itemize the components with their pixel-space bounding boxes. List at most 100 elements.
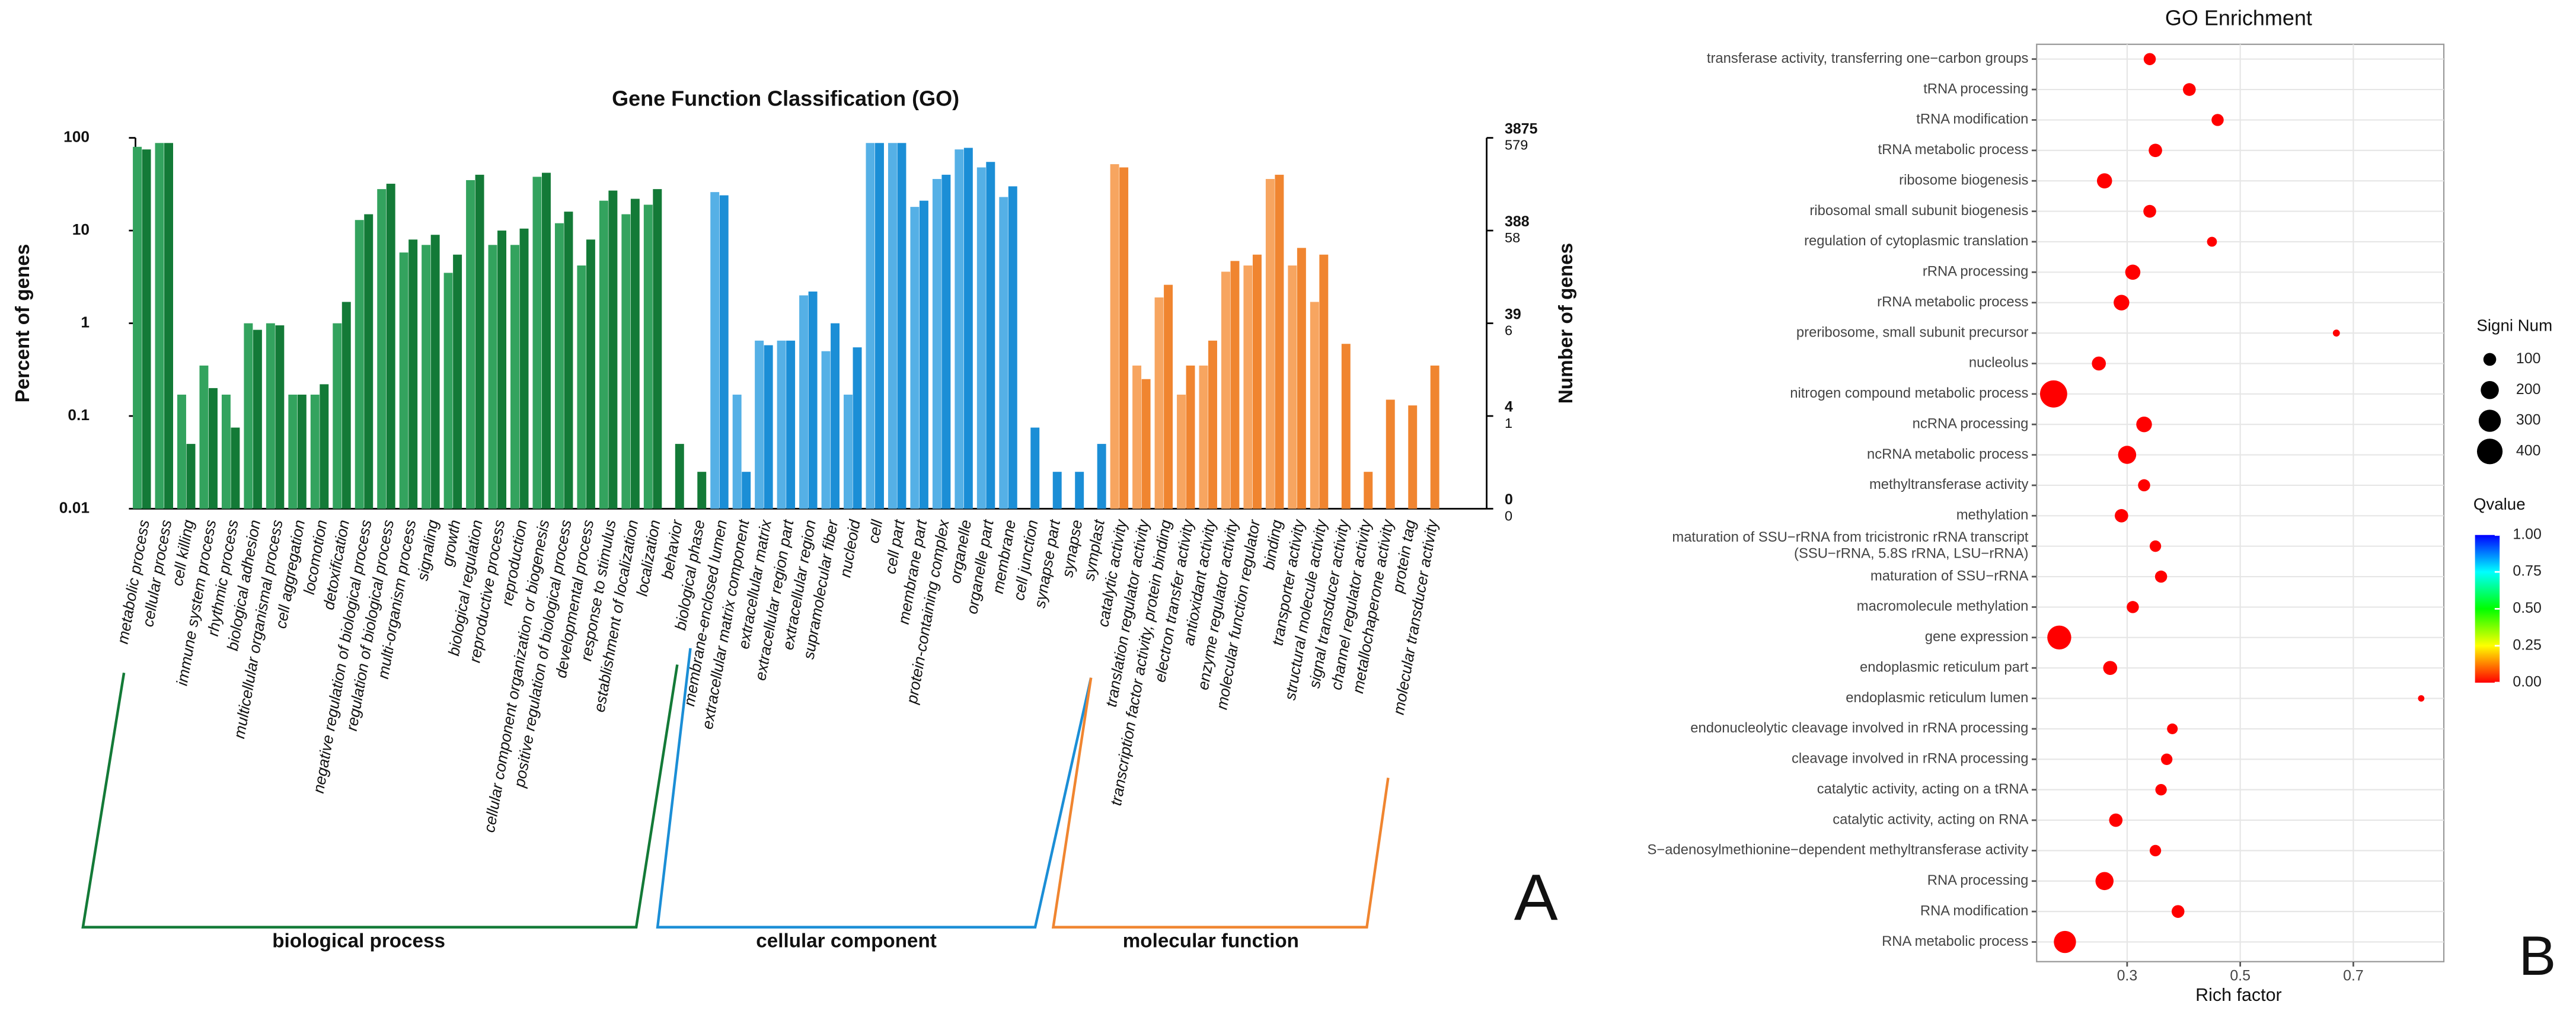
bar — [355, 220, 364, 509]
y-tick-label: rRNA metabolic process — [1877, 294, 2028, 310]
y-tick-label: nitrogen compound metabolic process — [1790, 385, 2028, 401]
x-tick-label: 0.7 — [2343, 967, 2364, 984]
y2-tick-label: 1 — [1505, 415, 1512, 431]
y2-tick-label: 3875 — [1505, 120, 1538, 137]
bar — [653, 189, 662, 509]
bar — [755, 340, 764, 509]
bar — [341, 302, 351, 509]
bar — [888, 143, 897, 509]
bar — [364, 214, 374, 509]
y-tick-label: tRNA modification — [1916, 111, 2028, 127]
bar — [1430, 365, 1439, 509]
bar — [621, 214, 631, 509]
x-tick-label: growth — [438, 519, 464, 568]
bar — [742, 472, 751, 509]
bar — [697, 472, 707, 509]
y-tick-label: regulation of cytoplasmic translation — [1804, 233, 2028, 249]
group-bracket — [656, 648, 1093, 929]
y-tick-label: tRNA metabolic process — [1878, 142, 2028, 158]
bar — [1052, 472, 1062, 509]
y-tick-label: 100 — [63, 128, 90, 146]
y2-tick-label: 58 — [1505, 230, 1520, 245]
bar — [777, 340, 786, 509]
point — [2103, 661, 2118, 676]
bar — [288, 394, 298, 509]
point — [2211, 114, 2224, 126]
y-tick-label: 0.1 — [68, 406, 90, 424]
bar — [586, 239, 595, 509]
bar — [710, 192, 720, 509]
bar — [764, 345, 773, 509]
bar — [941, 174, 951, 509]
bar — [831, 323, 840, 509]
bar — [821, 351, 831, 509]
bar — [719, 195, 729, 509]
point — [2127, 601, 2139, 613]
legend-label: 400 — [2516, 442, 2541, 459]
y-tick-label: maturation of SSU−rRNA — [1870, 568, 2029, 584]
bar — [1408, 405, 1418, 509]
bar — [244, 323, 253, 509]
bar — [386, 184, 395, 509]
bar — [1275, 174, 1284, 509]
point — [2418, 695, 2425, 702]
point — [2183, 83, 2196, 96]
bar — [1154, 297, 1164, 509]
bar — [786, 340, 796, 509]
legend-label: 200 — [2516, 381, 2541, 398]
bar — [186, 444, 196, 509]
y-tick-label: methylation — [1956, 507, 2029, 523]
bar — [408, 239, 418, 509]
bar — [799, 295, 809, 509]
bar — [1208, 340, 1217, 509]
chart-title: Gene Function Classification (GO) — [612, 86, 959, 110]
bar — [497, 231, 507, 509]
bar — [199, 365, 209, 509]
point — [2118, 446, 2137, 464]
bar — [275, 325, 285, 509]
point — [2047, 625, 2071, 650]
group-bracket — [1051, 677, 1390, 929]
point — [2039, 380, 2067, 408]
bar — [155, 143, 164, 509]
y-tick-label: RNA modification — [1920, 903, 2029, 919]
bar — [1030, 427, 1040, 509]
point — [2138, 479, 2150, 492]
bar — [643, 204, 653, 509]
y2-tick-label: 6 — [1505, 323, 1512, 338]
colorbar-label: 0.25 — [2513, 636, 2541, 653]
bar — [1075, 472, 1084, 509]
legend-size-key — [2478, 409, 2501, 432]
point — [2207, 236, 2217, 247]
x-tick-label: cell — [864, 518, 886, 545]
bar — [999, 197, 1008, 509]
y-tick-label: gene expression — [1925, 629, 2029, 645]
bar — [320, 384, 329, 509]
y-tick-label: endoplasmic reticulum part — [1860, 659, 2029, 675]
bar — [208, 388, 218, 509]
bar — [630, 199, 640, 509]
y-tick-label: 10 — [72, 220, 90, 238]
y-axis-label: Percent of genes — [12, 244, 34, 403]
bar — [1319, 254, 1329, 509]
bar — [532, 177, 542, 509]
point — [2155, 784, 2167, 796]
y-tick-label: tRNA processing — [1923, 81, 2028, 97]
bar — [1097, 444, 1106, 509]
point — [2143, 53, 2156, 65]
y-tick-label: maturation of SSU−rRNA from tricistronic… — [1672, 529, 2028, 562]
bar — [976, 167, 986, 509]
bar — [1008, 186, 1017, 509]
y-tick-label: rRNA processing — [1923, 264, 2029, 280]
bar — [1265, 179, 1275, 509]
bar — [732, 394, 742, 509]
bar — [142, 149, 151, 509]
colorbar-label: 0.75 — [2513, 563, 2541, 580]
bar — [932, 179, 941, 509]
y-tick-label: RNA processing — [1927, 872, 2029, 888]
bar — [377, 189, 387, 509]
x-tick-label: 0.3 — [2117, 967, 2138, 984]
y2-tick-label: 4 — [1505, 399, 1513, 415]
legend-label: 100 — [2516, 350, 2541, 367]
bar — [1243, 265, 1253, 509]
